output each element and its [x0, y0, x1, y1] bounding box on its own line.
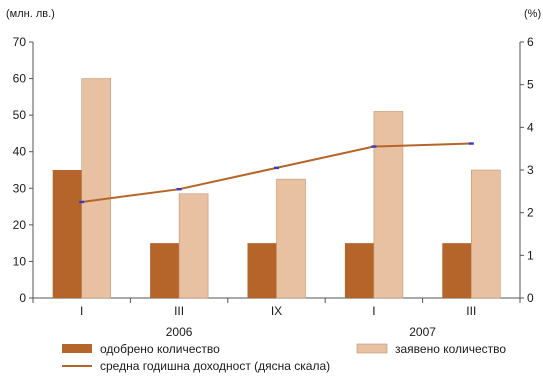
- bar-requested: [470, 169, 501, 299]
- right-tick-label: 3: [527, 163, 534, 177]
- left-tick-label: 20: [13, 218, 27, 232]
- x-group-label: 2006: [166, 325, 193, 339]
- bar-approved: [442, 243, 472, 298]
- x-tick-label: I: [372, 304, 375, 318]
- yield-point: [468, 142, 474, 145]
- left-tick-label: 30: [13, 181, 27, 195]
- bar-approved: [344, 243, 374, 298]
- right-tick-label: 1: [527, 248, 534, 262]
- x-tick-label: III: [466, 304, 476, 318]
- bar-requested: [373, 111, 404, 299]
- x-tick-label: IX: [271, 304, 282, 318]
- bar-approved: [247, 243, 277, 298]
- x-group-label: 2007: [409, 325, 436, 339]
- left-tick-label: 60: [13, 72, 27, 86]
- right-tick-label: 6: [527, 35, 534, 49]
- right-tick-label: 4: [527, 120, 534, 134]
- right-tick-label: 0: [527, 291, 534, 305]
- yield-point: [79, 200, 85, 204]
- legend-label-approved: одобрено количество: [100, 342, 220, 356]
- x-tick-label: I: [80, 304, 83, 318]
- left-axis-unit: (млн. лв.): [6, 8, 55, 20]
- bar-requested: [81, 78, 111, 299]
- yield-point: [176, 188, 182, 191]
- left-tick-label: 0: [19, 291, 26, 305]
- legend-label-requested: заявено количество: [395, 342, 506, 356]
- right-tick-label: 5: [527, 78, 534, 92]
- left-tick-label: 40: [13, 145, 27, 159]
- bar-approved: [52, 170, 82, 298]
- bar-requested: [276, 178, 306, 299]
- right-axis-unit: (%): [524, 8, 541, 20]
- yield-point: [274, 166, 279, 170]
- x-tick-label: III: [174, 304, 184, 318]
- bar-requested: [178, 193, 209, 299]
- left-tick-label: 50: [13, 108, 27, 122]
- legend-swatch-requested: [356, 343, 388, 354]
- legend-label-yield: средна годишна доходност (дясна скала): [100, 359, 330, 373]
- bar-approved: [150, 243, 180, 298]
- right-tick-label: 2: [527, 206, 534, 220]
- left-tick-label: 70: [13, 35, 27, 49]
- legend-swatch-approved: [62, 344, 92, 353]
- left-tick-label: 10: [13, 254, 27, 268]
- yield-point: [371, 145, 377, 148]
